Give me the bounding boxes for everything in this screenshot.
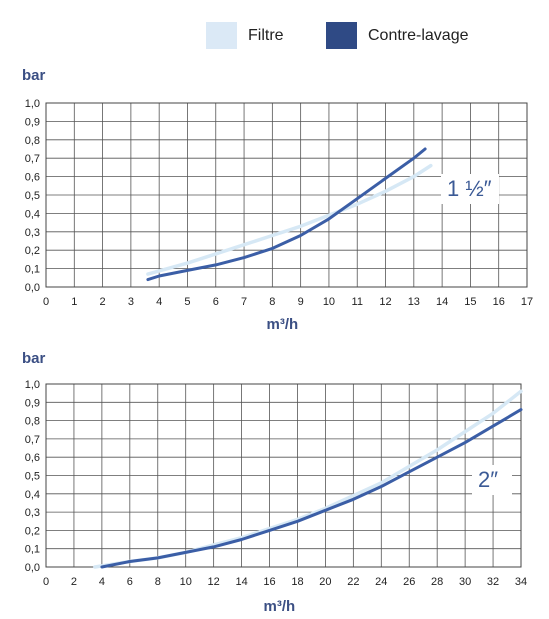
x-tick-label: 4 — [99, 576, 105, 588]
y-tick-label: 0,7 — [25, 153, 40, 165]
x-tick-label: 5 — [184, 296, 190, 308]
y-tick-label: 0,8 — [25, 135, 40, 147]
x-tick-label: 14 — [436, 296, 448, 308]
x-tick-label: 2 — [71, 576, 77, 588]
y-tick-label: 0,5 — [25, 471, 40, 483]
y-tick-label: 0,5 — [25, 190, 40, 202]
x-tick-label: 13 — [408, 296, 420, 308]
y-tick-label: 0,3 — [25, 507, 40, 519]
x-tick-label: 28 — [431, 576, 443, 588]
y-tick-label: 0,3 — [25, 227, 40, 239]
x-tick-label: 26 — [403, 576, 415, 588]
y-tick-label: 0,7 — [25, 434, 40, 446]
y-tick-label: 0,2 — [25, 525, 40, 537]
x-tick-label: 8 — [155, 576, 161, 588]
x-tick-label: 9 — [298, 296, 304, 308]
x-tick-label: 2 — [100, 296, 106, 308]
x-tick-label: 34 — [515, 576, 527, 588]
x-tick-label: 12 — [208, 576, 220, 588]
y-tick-label: 0,9 — [25, 116, 40, 128]
x-axis-label: m³/h — [264, 598, 296, 615]
legend-label-contre-lavage: Contre-lavage — [368, 27, 469, 44]
x-tick-label: 0 — [43, 576, 49, 588]
x-tick-label: 12 — [379, 296, 391, 308]
y-tick-label: 0,6 — [25, 452, 40, 464]
y-tick-label: 0,4 — [25, 208, 40, 220]
y-tick-label: 0,2 — [25, 245, 40, 257]
y-tick-label: 0,9 — [25, 397, 40, 409]
x-tick-label: 6 — [127, 576, 133, 588]
x-tick-label: 8 — [269, 296, 275, 308]
y-tick-label: 0,8 — [25, 416, 40, 428]
x-tick-label: 3 — [128, 296, 134, 308]
size-label-background — [472, 465, 512, 495]
x-tick-label: 0 — [43, 296, 49, 308]
x-tick-label: 10 — [180, 576, 192, 588]
y-axis-label: bar — [22, 67, 46, 84]
y-tick-label: 0,0 — [25, 562, 40, 574]
size-label-background — [441, 174, 499, 204]
series-line-filtre — [93, 389, 523, 569]
x-tick-label: 32 — [487, 576, 499, 588]
y-tick-label: 0,1 — [25, 544, 40, 556]
y-tick-label: 0,6 — [25, 172, 40, 184]
x-tick-label: 22 — [347, 576, 359, 588]
x-axis-label: m³/h — [267, 316, 299, 333]
plot-frame — [45, 102, 528, 288]
series-line-contre-lavage — [146, 147, 427, 282]
x-tick-label: 10 — [323, 296, 335, 308]
x-tick-label: 1 — [71, 296, 77, 308]
x-tick-label: 16 — [493, 296, 505, 308]
x-tick-label: 11 — [352, 296, 363, 308]
pipe-size-label: 2″ — [478, 467, 498, 492]
x-tick-label: 30 — [459, 576, 471, 588]
y-tick-label: 0,4 — [25, 489, 40, 501]
y-tick-label: 0,1 — [25, 264, 40, 276]
legend-label-filtre: Filtre — [248, 27, 284, 44]
legend-swatch-filtre — [206, 22, 237, 49]
y-tick-label: 0,0 — [25, 282, 40, 294]
series-line-filtre — [146, 163, 433, 276]
plot-frame — [45, 383, 522, 568]
x-tick-label: 24 — [375, 576, 387, 588]
y-tick-label: 1,0 — [25, 379, 40, 391]
x-tick-label: 14 — [235, 576, 247, 588]
y-tick-label: 1,0 — [25, 98, 40, 110]
x-tick-label: 15 — [464, 296, 476, 308]
x-tick-label: 20 — [319, 576, 331, 588]
y-axis-label: bar — [22, 350, 46, 367]
legend-swatch-contre-lavage — [326, 22, 357, 49]
x-tick-label: 4 — [156, 296, 162, 308]
x-tick-label: 17 — [521, 296, 533, 308]
x-tick-label: 18 — [291, 576, 303, 588]
legend: Filtre Contre-lavage — [206, 22, 469, 49]
x-tick-label: 7 — [241, 296, 247, 308]
x-tick-label: 16 — [263, 576, 275, 588]
pipe-size-label: 1 ½″ — [447, 176, 492, 201]
series-line-contre-lavage — [100, 408, 523, 569]
x-tick-label: 6 — [213, 296, 219, 308]
